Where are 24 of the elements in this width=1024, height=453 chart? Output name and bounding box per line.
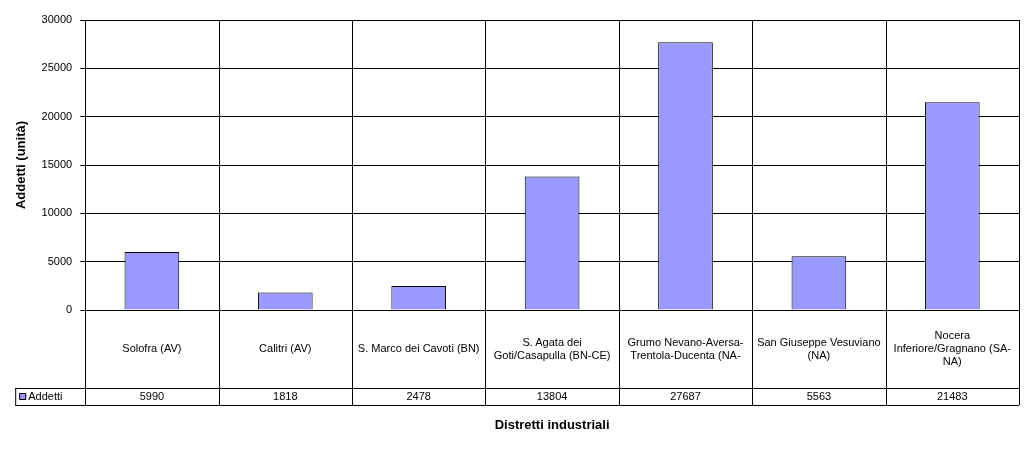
data-label: 5990: [139, 389, 165, 402]
x-tick-label: S. Marco dei Cavoti (BN): [357, 342, 480, 355]
x-tick-label: S. Agata dei Goti/Casapulla (BN-CE): [493, 335, 611, 361]
y-tick-label: 30000: [41, 13, 73, 26]
data-label: 21483: [937, 389, 968, 402]
x-tick-label: Calitri (AV): [259, 342, 312, 355]
data-label: 1818: [273, 389, 298, 402]
x-tick-label: Grumo Nevano-Aversa-Trentola-Ducenta (NA-: [627, 335, 744, 361]
x-tick-label: Solofra (AV): [122, 342, 182, 355]
data-label: 5563: [806, 389, 832, 402]
y-tick-label: 15000: [41, 158, 73, 171]
legend-label: Addetti: [28, 389, 63, 402]
data-label: 27687: [670, 389, 701, 402]
x-tick-label: Nocera Inferiore/Gragnano (SA-NA): [893, 329, 1012, 368]
y-tick-label: 25000: [41, 61, 73, 74]
y-tick-label: 20000: [41, 109, 73, 122]
x-tick-label: San Giuseppe Vesuviano (NA): [757, 335, 881, 361]
y-tick-label: 10000: [41, 206, 73, 219]
data-label: 2478: [406, 389, 431, 402]
data-label: 13804: [536, 389, 568, 402]
y-tick-label: 0: [66, 303, 73, 316]
y-axis-title: Addetti (unità): [13, 120, 29, 210]
y-tick-label: 5000: [47, 254, 73, 267]
x-axis-title: Distretti industriali: [494, 416, 610, 432]
